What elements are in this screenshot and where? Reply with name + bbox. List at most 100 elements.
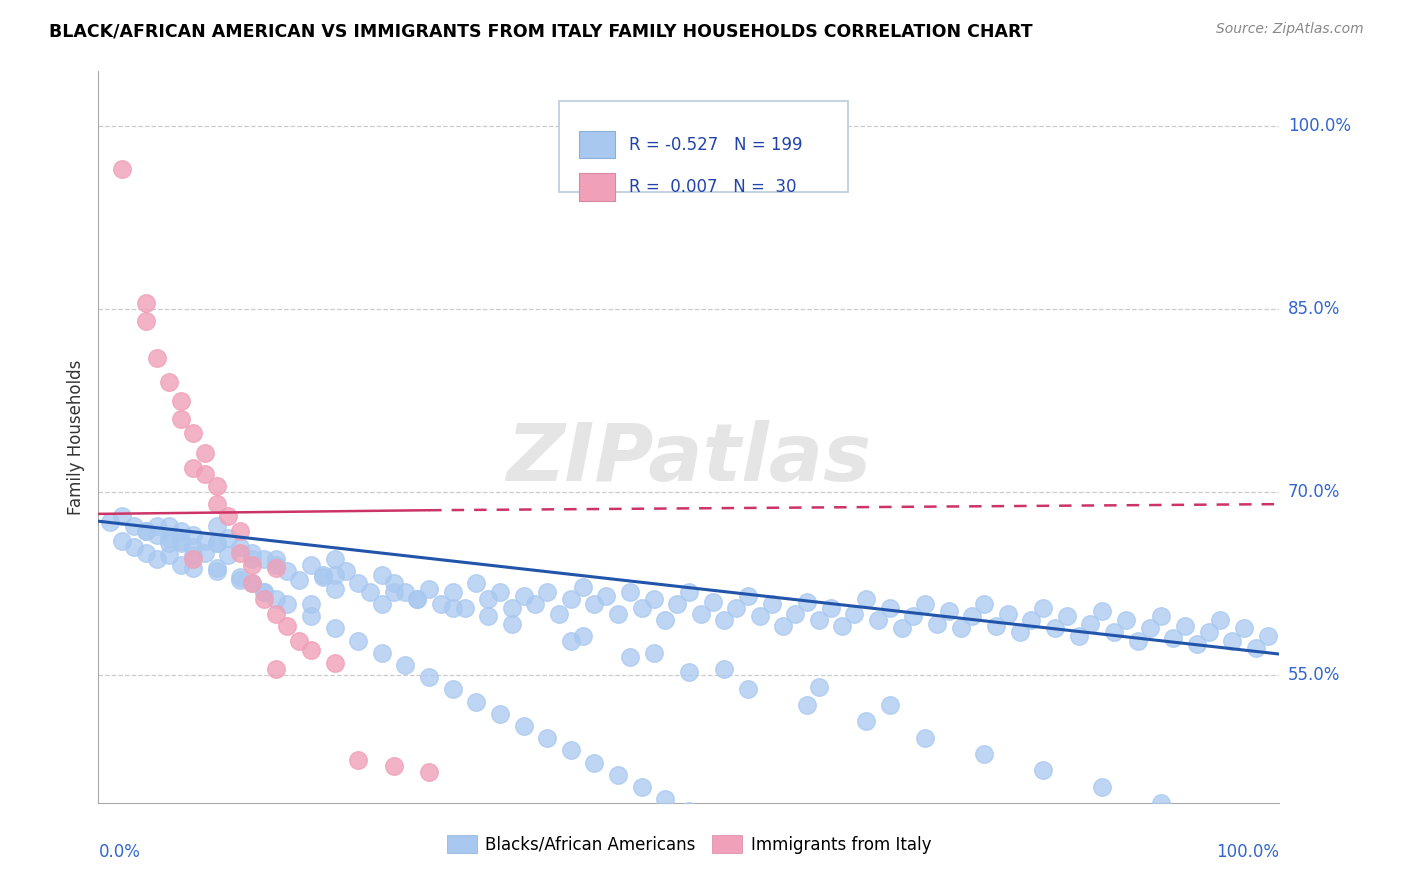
Point — [157, 375, 180, 389]
Point — [890, 622, 912, 636]
Point — [181, 560, 204, 574]
Point — [713, 613, 735, 627]
Point — [512, 719, 534, 733]
Point — [240, 546, 263, 560]
Point — [1198, 625, 1220, 640]
Point — [1091, 604, 1114, 618]
Point — [796, 698, 818, 713]
Point — [323, 582, 346, 597]
Point — [253, 592, 276, 607]
FancyBboxPatch shape — [560, 101, 848, 192]
Point — [489, 585, 512, 599]
Point — [772, 619, 794, 633]
Point — [1080, 616, 1102, 631]
Point — [689, 607, 711, 621]
Point — [323, 622, 346, 636]
Point — [571, 580, 593, 594]
Point — [157, 531, 180, 545]
Point — [725, 829, 748, 843]
Point — [170, 393, 193, 408]
Point — [1043, 622, 1066, 636]
Point — [299, 558, 322, 573]
Point — [135, 546, 157, 560]
Point — [394, 658, 416, 673]
Point — [335, 564, 357, 578]
Point — [453, 600, 475, 615]
Point — [844, 607, 866, 621]
Point — [1150, 609, 1173, 624]
Point — [394, 585, 416, 599]
Point — [135, 296, 157, 310]
Point — [914, 597, 936, 611]
Point — [299, 609, 322, 624]
Point — [607, 768, 630, 782]
Point — [678, 585, 700, 599]
Point — [229, 570, 252, 584]
Point — [253, 552, 276, 566]
Point — [1185, 637, 1208, 651]
Point — [855, 592, 877, 607]
Point — [512, 589, 534, 603]
Point — [264, 607, 287, 621]
Point — [276, 597, 298, 611]
Point — [1102, 625, 1125, 640]
Point — [312, 570, 335, 584]
Point — [571, 629, 593, 643]
Point — [347, 633, 370, 648]
Point — [253, 585, 276, 599]
Text: 0.0%: 0.0% — [98, 843, 141, 861]
Text: Source: ZipAtlas.com: Source: ZipAtlas.com — [1216, 22, 1364, 37]
Point — [1209, 613, 1232, 627]
Point — [1091, 780, 1114, 794]
Point — [170, 536, 193, 550]
Point — [441, 585, 464, 599]
Point — [630, 600, 652, 615]
Point — [371, 597, 394, 611]
Point — [666, 597, 689, 611]
Point — [1067, 629, 1090, 643]
Point — [347, 576, 370, 591]
Point — [122, 540, 145, 554]
Point — [844, 889, 866, 892]
Legend: Blacks/African Americans, Immigrants from Italy: Blacks/African Americans, Immigrants fro… — [440, 829, 938, 860]
Point — [111, 161, 134, 176]
Point — [181, 527, 204, 541]
Point — [205, 479, 228, 493]
Point — [135, 314, 157, 328]
Point — [654, 792, 676, 806]
Point — [323, 656, 346, 670]
Point — [382, 759, 405, 773]
Point — [501, 616, 523, 631]
Point — [560, 633, 582, 648]
Point — [1220, 633, 1243, 648]
Point — [702, 816, 724, 830]
Point — [713, 662, 735, 676]
Point — [1174, 619, 1197, 633]
Point — [170, 558, 193, 573]
Point — [371, 646, 394, 660]
Point — [678, 665, 700, 680]
Point — [240, 576, 263, 591]
Point — [194, 546, 217, 560]
Point — [111, 533, 134, 548]
Point — [1115, 613, 1137, 627]
Point — [205, 497, 228, 511]
Point — [796, 594, 818, 608]
Point — [205, 536, 228, 550]
Point — [748, 841, 770, 855]
Point — [536, 585, 558, 599]
Point — [288, 633, 311, 648]
Point — [1209, 812, 1232, 826]
Point — [1150, 796, 1173, 810]
Point — [879, 698, 901, 713]
Text: BLACK/AFRICAN AMERICAN VS IMMIGRANTS FROM ITALY FAMILY HOUSEHOLDS CORRELATION CH: BLACK/AFRICAN AMERICAN VS IMMIGRANTS FRO… — [49, 22, 1033, 40]
Point — [135, 524, 157, 538]
Point — [1244, 640, 1267, 655]
Point — [253, 585, 276, 599]
Text: 85.0%: 85.0% — [1288, 300, 1340, 318]
Point — [217, 549, 239, 563]
Point — [619, 585, 641, 599]
Point — [276, 564, 298, 578]
Point — [1233, 622, 1256, 636]
Point — [371, 567, 394, 582]
